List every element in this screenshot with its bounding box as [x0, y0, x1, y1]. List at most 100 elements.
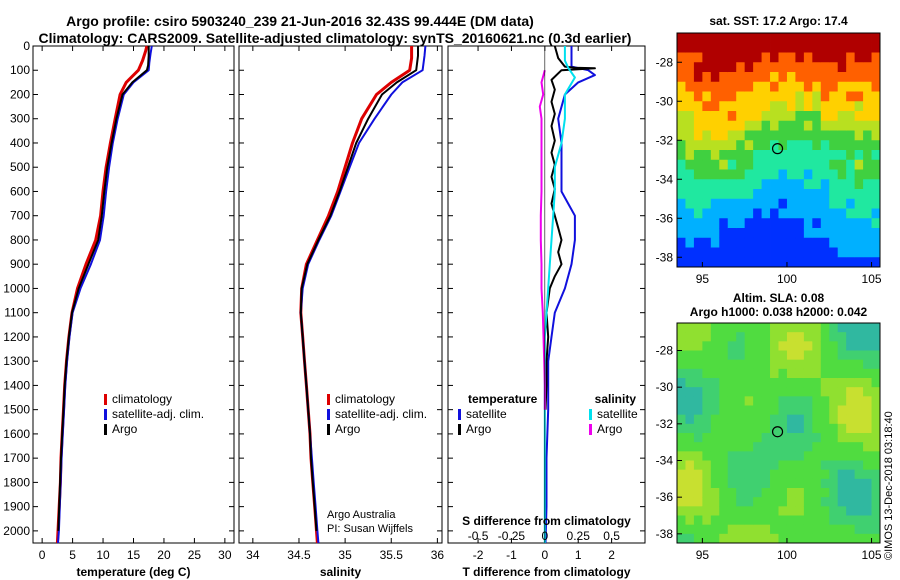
sla_map-cell [719, 497, 729, 507]
sla_map-cell [719, 515, 729, 526]
difference-temperature-legend-label: satellite [466, 407, 507, 421]
sst_map-cell [736, 247, 746, 258]
sla_map-cell [719, 359, 729, 370]
sst_map-cell [685, 81, 695, 92]
sst_map-cell [829, 150, 839, 161]
sla_map-cell [693, 350, 703, 361]
sst_map-cell [677, 72, 686, 83]
sla_map-cell [786, 488, 796, 498]
sla_map-cell [719, 433, 729, 443]
difference-salinity-tick-label: 0.5 [603, 529, 620, 543]
sst_map-cell [744, 42, 754, 53]
sla_map-cell [846, 515, 856, 526]
sst_map-cell [812, 62, 822, 73]
sst_map-cell [803, 228, 813, 239]
salinity-xtick-label: 36 [431, 548, 445, 562]
sla_map-ytick-label: -30 [656, 380, 674, 394]
sla_map-cell [736, 396, 746, 406]
sst_map-cell [846, 52, 856, 63]
sst_map-cell [854, 130, 864, 141]
sla_map-cell [710, 524, 720, 535]
sst_map-cell [770, 257, 779, 268]
sla_map-cell [854, 359, 864, 370]
sst_map-cell [770, 237, 779, 248]
sst_map-cell [685, 228, 695, 239]
sla_map-cell [863, 341, 872, 351]
sst_map-cell [677, 247, 686, 258]
sst_map-cell [710, 247, 720, 258]
sst_map-cell [854, 169, 864, 180]
sla_map-cell [693, 488, 703, 498]
sla_map-cell [677, 488, 686, 498]
sla_map-cell [736, 341, 746, 351]
sst_map-cell [677, 169, 686, 180]
sst_map-cell [702, 33, 712, 44]
sla-map-title-line2: Argo h1000: 0.038 h2000: 0.042 [690, 305, 868, 319]
sst_map-cell [736, 150, 746, 161]
sla_map-cell [786, 405, 796, 416]
sla_map-cell [761, 497, 771, 507]
sst_map-cell [693, 150, 703, 161]
sla_map-cell [863, 378, 872, 388]
sla_map-cell [710, 359, 720, 370]
sla_map-cell [854, 414, 864, 425]
sla_map-cell [710, 515, 720, 526]
sla_map-cell [770, 442, 779, 452]
sst_map-cell [727, 120, 737, 131]
sla_map-cell [871, 524, 881, 535]
sla_map-cell [719, 323, 729, 333]
sla_map-cell [693, 423, 703, 434]
sla_map-cell [812, 524, 822, 535]
sst_map-cell [761, 159, 771, 170]
sst_map-cell [685, 159, 695, 170]
sla_map-cell [863, 396, 872, 406]
temperature-ytick-label: 400 [10, 136, 30, 150]
salinity-legend-swatch [327, 424, 330, 435]
sla_map-cell [837, 506, 847, 516]
sst_map-cell [786, 62, 796, 73]
sla_map-cell [803, 488, 813, 498]
sst_map-cell [710, 120, 720, 131]
sla_map-cell [837, 387, 847, 397]
sst_map-cell [761, 72, 771, 83]
sst_map-cell [871, 81, 881, 92]
sst_map-cell [812, 189, 822, 200]
sst_map-cell [846, 120, 856, 131]
sst_map-cell [761, 101, 771, 112]
sst_map-cell [812, 150, 822, 161]
sla_map-cell [786, 524, 796, 535]
sla_map-cell [795, 323, 805, 333]
sst_map-cell [710, 218, 720, 229]
sla_map-cell [702, 405, 712, 416]
sst_map-cell [727, 237, 737, 248]
sla_map-cell [803, 323, 813, 333]
sst_map-cell [837, 72, 847, 83]
sla_map-cell [795, 524, 805, 535]
sla_map-cell [761, 442, 771, 452]
sla_map-cell [871, 488, 881, 498]
sla_map-cell [812, 396, 822, 406]
sla_map-cell [854, 533, 864, 544]
sla_map-cell [761, 387, 771, 397]
sla_map-cell [863, 469, 872, 480]
sla_map-cell [727, 442, 737, 452]
sst_map-cell [829, 33, 839, 44]
sst_map-cell [829, 257, 839, 268]
sla_map-cell [871, 533, 881, 544]
sst_map-cell [693, 33, 703, 44]
sla_map-cell [719, 524, 729, 535]
sla_map-cell [693, 451, 703, 461]
sla_map-cell [846, 442, 856, 452]
sst_map-cell [846, 218, 856, 229]
sst_map-cell [795, 169, 805, 180]
sla_map-cell [786, 341, 796, 351]
sst_map-cell [795, 198, 805, 209]
sst_map-cell [770, 42, 779, 53]
sla_map-cell [702, 497, 712, 507]
sst_map-cell [693, 81, 703, 92]
sla_map-cell [820, 323, 830, 333]
sla_map-cell [803, 506, 813, 516]
difference-legend-salinity-title: salinity [595, 392, 637, 406]
sla_map-cell [871, 359, 881, 370]
sla_map-cell [795, 341, 805, 351]
